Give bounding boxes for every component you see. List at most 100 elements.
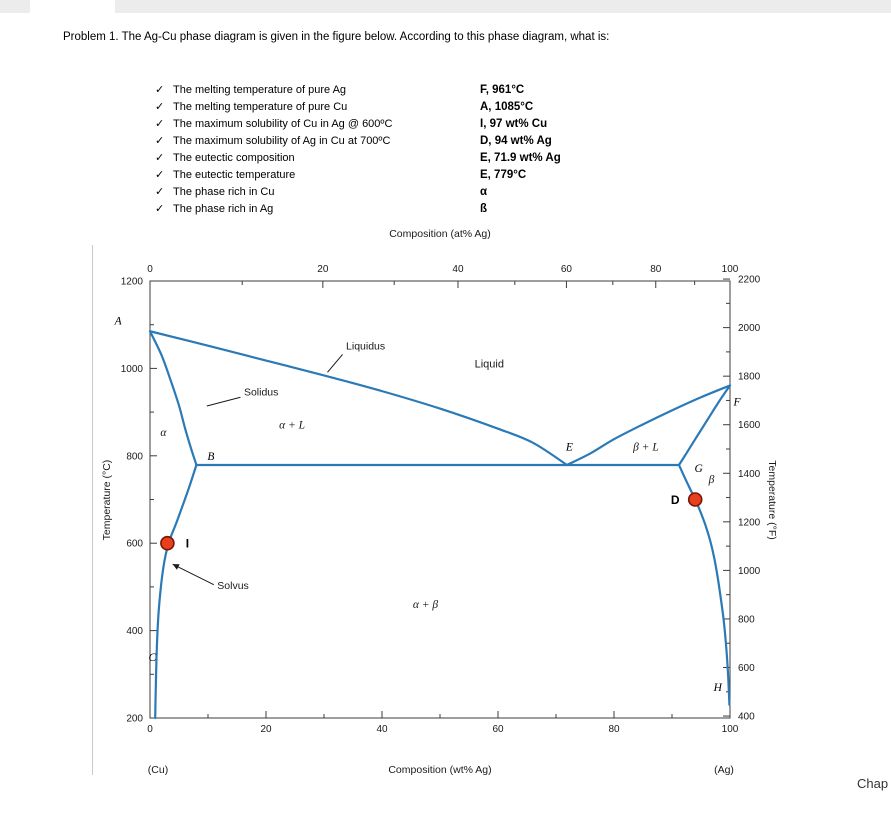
question-text: The melting temperature of pure Cu bbox=[173, 100, 348, 113]
svg-text:1000: 1000 bbox=[121, 364, 144, 375]
svg-text:(Cu): (Cu) bbox=[148, 764, 168, 776]
svg-text:400: 400 bbox=[126, 626, 143, 637]
corner-page-text: Chap bbox=[857, 776, 889, 791]
question-row: ✓ The maximum solubility of Ag in Cu at 7… bbox=[155, 132, 561, 149]
svg-text:600: 600 bbox=[126, 539, 143, 550]
question-row: ✓ The maximum solubility of Cu in Ag @ 60… bbox=[155, 115, 561, 132]
answer-text: α bbox=[480, 185, 488, 198]
window-top-strip bbox=[0, 0, 891, 13]
question-row: ✓ The eutectic temperature E, 779°C bbox=[155, 166, 561, 183]
svg-text:Solvus: Solvus bbox=[217, 580, 249, 592]
question-row: ✓ The eutectic composition E, 71.9 wt% Ag bbox=[155, 149, 561, 166]
svg-text:α: α bbox=[160, 427, 167, 439]
question-text: The eutectic composition bbox=[173, 151, 295, 164]
svg-text:A: A bbox=[114, 316, 123, 328]
svg-text:Temperature (°C): Temperature (°C) bbox=[101, 460, 113, 541]
plot-frame bbox=[149, 280, 731, 719]
question-text: The phase rich in Ag bbox=[173, 202, 274, 215]
problem-title: Problem 1. The Ag-Cu phase diagram is gi… bbox=[63, 31, 610, 43]
answer-text: A, 1085°C bbox=[480, 100, 534, 113]
question-row: ✓ The melting temperature of pure Ag F, 96… bbox=[155, 81, 561, 98]
svg-text:D: D bbox=[671, 493, 680, 507]
answer-text: E, 71.9 wt% Ag bbox=[480, 151, 561, 164]
svg-text:600: 600 bbox=[738, 663, 755, 674]
marker-point-I bbox=[160, 535, 175, 551]
answer-text: I, 97 wt% Cu bbox=[480, 117, 548, 130]
question-text: The melting temperature of pure Ag bbox=[173, 83, 347, 96]
svg-text:Temperature (°F): Temperature (°F) bbox=[766, 460, 778, 539]
svg-text:β + L: β + L bbox=[632, 442, 659, 454]
question-text: The phase rich in Cu bbox=[173, 185, 275, 198]
svg-text:0: 0 bbox=[147, 264, 153, 275]
svg-text:200: 200 bbox=[126, 714, 143, 725]
svg-text:β: β bbox=[708, 474, 715, 486]
curve-liquidus-right bbox=[565, 384, 732, 467]
svg-text:C: C bbox=[148, 652, 156, 664]
leader-solidus bbox=[206, 396, 241, 407]
svg-text:1200: 1200 bbox=[121, 277, 144, 288]
top-strip-notch bbox=[30, 0, 115, 13]
answer-text: E, 779°C bbox=[480, 168, 527, 181]
curve-solidus-left bbox=[148, 330, 198, 467]
svg-text:2000: 2000 bbox=[738, 323, 761, 334]
figure-left-border bbox=[92, 245, 93, 775]
question-text: The maximum solubility of Cu in Ag @ 600… bbox=[173, 117, 393, 130]
check-icon: ✓ bbox=[155, 152, 165, 164]
svg-text:20: 20 bbox=[260, 724, 272, 735]
question-row: ✓ The melting temperature of pure Cu A, 10… bbox=[155, 98, 561, 115]
svg-text:H: H bbox=[713, 682, 723, 694]
question-text: The maximum solubility of Ag in Cu at 70… bbox=[173, 134, 391, 147]
svg-text:0: 0 bbox=[147, 724, 153, 735]
leader-liquidus bbox=[327, 354, 343, 373]
leader-solvus bbox=[172, 563, 215, 586]
svg-text:Liquid: Liquid bbox=[475, 359, 504, 371]
curve-solvus-right bbox=[677, 463, 731, 706]
svg-text:800: 800 bbox=[738, 614, 755, 625]
svg-text:60: 60 bbox=[561, 264, 573, 275]
marker-point-D bbox=[687, 492, 703, 507]
curve-liquidus-left bbox=[148, 330, 569, 467]
check-icon: ✓ bbox=[155, 101, 165, 113]
svg-text:100: 100 bbox=[722, 724, 739, 735]
check-icon: ✓ bbox=[155, 135, 165, 147]
check-icon: ✓ bbox=[155, 118, 165, 130]
svg-text:B: B bbox=[207, 451, 214, 463]
svg-text:Composition (wt% Ag): Composition (wt% Ag) bbox=[388, 764, 491, 776]
svg-text:Liquidus: Liquidus bbox=[346, 341, 385, 353]
answer-text: ß bbox=[480, 202, 488, 215]
svg-text:Solidus: Solidus bbox=[244, 386, 278, 398]
answer-text: F, 961°C bbox=[480, 83, 525, 96]
answer-text: D, 94 wt% Ag bbox=[480, 134, 552, 147]
question-answer-list: ✓ The melting temperature of pure Ag F, 96… bbox=[155, 81, 561, 217]
svg-text:1600: 1600 bbox=[738, 420, 761, 431]
question-row: ✓ The phase rich in Ag ß bbox=[155, 200, 561, 217]
svg-text:60: 60 bbox=[492, 724, 504, 735]
svg-text:40: 40 bbox=[376, 724, 388, 735]
curve-solvus-left bbox=[154, 463, 198, 720]
svg-text:800: 800 bbox=[126, 451, 143, 462]
svg-text:G: G bbox=[695, 463, 704, 475]
svg-text:100: 100 bbox=[722, 264, 739, 275]
svg-text:E: E bbox=[565, 442, 573, 454]
svg-text:1200: 1200 bbox=[738, 517, 761, 528]
curve-solidus-right bbox=[677, 384, 732, 467]
question-row: ✓ The phase rich in Cu α bbox=[155, 183, 561, 200]
svg-text:(Ag): (Ag) bbox=[714, 764, 734, 776]
question-text: The eutectic temperature bbox=[173, 168, 296, 181]
svg-text:F: F bbox=[732, 397, 741, 409]
svg-text:40: 40 bbox=[452, 264, 464, 275]
svg-text:I: I bbox=[186, 537, 189, 551]
svg-text:1400: 1400 bbox=[738, 469, 761, 480]
arrowhead-icon bbox=[172, 564, 180, 570]
svg-text:80: 80 bbox=[608, 724, 620, 735]
check-icon: ✓ bbox=[155, 186, 165, 198]
svg-text:Composition (at% Ag): Composition (at% Ag) bbox=[389, 228, 491, 240]
svg-text:α + L: α + L bbox=[279, 420, 305, 432]
check-icon: ✓ bbox=[155, 203, 165, 215]
svg-text:1800: 1800 bbox=[738, 372, 761, 383]
check-icon: ✓ bbox=[155, 169, 165, 181]
svg-text:α + β: α + β bbox=[413, 599, 439, 611]
svg-text:80: 80 bbox=[650, 264, 662, 275]
check-icon: ✓ bbox=[155, 84, 165, 96]
